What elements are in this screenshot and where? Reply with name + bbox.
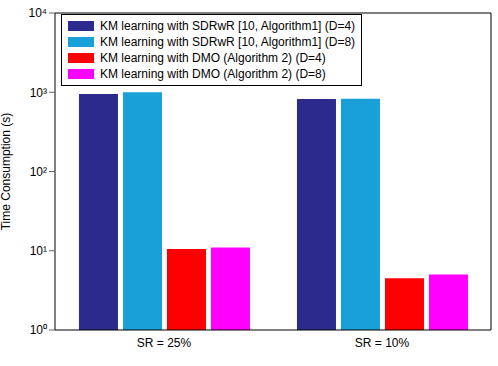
html-text:KM learning with DMO (Algorith: KM learning with DMO (Algorithm 2) (D=4) (100, 51, 326, 65)
svg-text:SR = 10%: SR = 10% (355, 336, 410, 350)
svg-text:SR = 25%: SR = 25% (137, 336, 192, 350)
html-text:KM learning with SDRwR [10, Al: KM learning with SDRwR [10, Algorithm1] … (100, 19, 356, 33)
svg-text:10⁰: 10⁰ (30, 323, 47, 337)
svg-text:Time Consumption (s): Time Consumption (s) (8, 113, 13, 231)
svg-text:10¹: 10¹ (30, 244, 47, 258)
svg-text:10²: 10² (30, 165, 47, 179)
svg-text:10³: 10³ (30, 86, 47, 100)
svg-text:10⁴: 10⁴ (28, 6, 47, 20)
html-text:KM learning with SDRwR [10, Al: KM learning with SDRwR [10, Algorithm1] … (100, 35, 356, 49)
html-text:KM learning with DMO (Algorith: KM learning with DMO (Algorithm 2) (D=8) (100, 67, 326, 81)
